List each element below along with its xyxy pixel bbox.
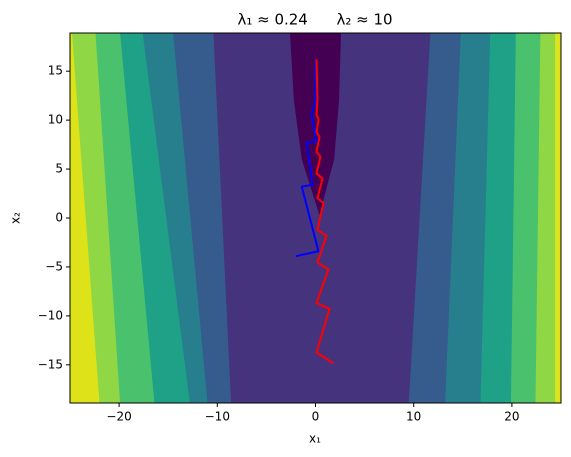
y-tick-label: −5 — [45, 259, 63, 273]
x-tick-label: −20 — [106, 410, 131, 424]
y-tick-label: 0 — [55, 211, 63, 225]
y-axis-label: x₂ — [9, 212, 23, 224]
x-tick-label: 10 — [406, 410, 421, 424]
y-tick-label: 15 — [48, 64, 63, 78]
y-tick-label: −15 — [38, 357, 63, 371]
x-axis-label: x₁ — [309, 432, 321, 446]
x-tick-label: −10 — [205, 410, 230, 424]
y-tick-label: 10 — [48, 113, 63, 127]
trajectory-line — [315, 59, 335, 365]
x-tick-label: 0 — [312, 410, 320, 424]
contour-region — [289, 33, 342, 216]
y-tick-label: −10 — [38, 308, 63, 322]
y-tick-label: 5 — [55, 162, 63, 176]
chart-title: λ₁ ≈ 0.24 λ₂ ≈ 10 — [237, 11, 392, 29]
x-tick-label: 20 — [504, 410, 519, 424]
contour-region — [213, 33, 431, 403]
trajectory-line — [295, 61, 320, 258]
